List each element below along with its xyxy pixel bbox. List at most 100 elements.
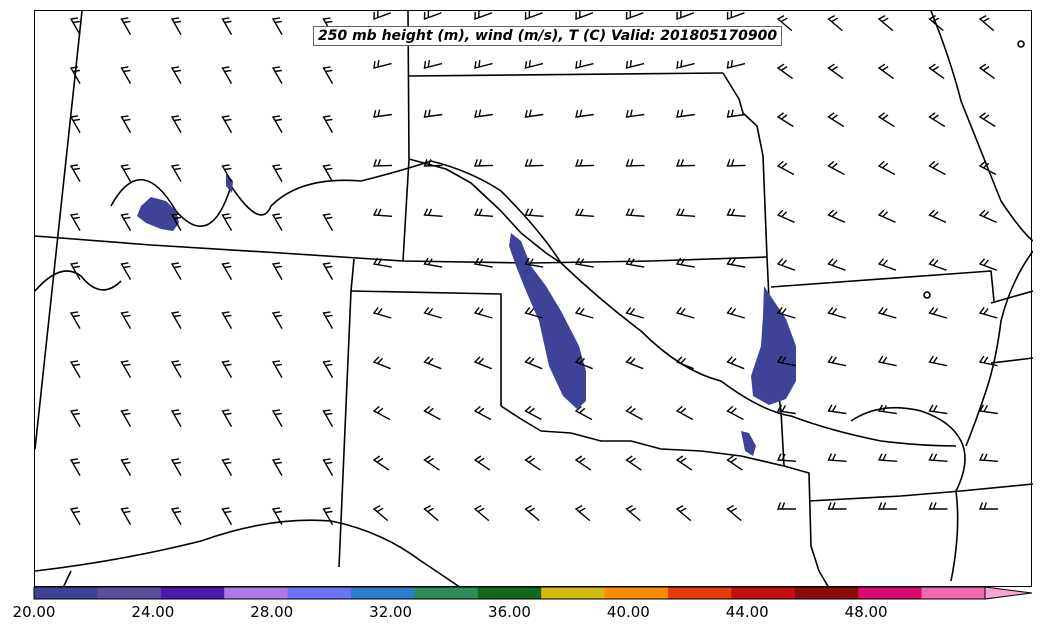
wind-barb	[221, 311, 233, 329]
wind-barb	[372, 455, 390, 471]
wind-barb	[575, 159, 595, 167]
wind-barb	[322, 164, 334, 182]
wind-barb	[524, 109, 544, 118]
map-canvas	[35, 11, 1033, 588]
wind-barb	[675, 504, 692, 522]
wind-barb	[271, 164, 283, 182]
temp-blob	[751, 286, 796, 405]
wind-barb	[69, 66, 81, 84]
wind-barb	[271, 507, 283, 525]
wind-barb	[271, 458, 283, 476]
wind-barb	[827, 404, 847, 415]
wind-barb	[473, 504, 490, 522]
wind-barb	[574, 257, 594, 268]
border-line	[402, 11, 410, 262]
wind-barb	[928, 355, 948, 367]
colorbar-tick-label: 48.00	[844, 603, 888, 621]
wind-barb	[221, 262, 233, 280]
wind-barb	[928, 404, 948, 415]
wind-barb	[423, 257, 443, 268]
wind-barb	[877, 502, 897, 510]
wind-barb	[574, 208, 595, 217]
wind-barb	[827, 355, 847, 367]
wind-barb	[372, 504, 389, 522]
wind-barb	[928, 502, 948, 510]
wind-barb	[322, 262, 334, 280]
wind-barb	[69, 409, 81, 427]
wind-barb	[524, 60, 544, 69]
wind-barb	[423, 208, 443, 217]
wind-barb	[69, 262, 81, 280]
wind-barb	[676, 159, 696, 167]
wind-barb	[978, 453, 999, 462]
wind-barb	[676, 109, 695, 118]
wind-barb	[877, 63, 895, 80]
wind-barb	[170, 262, 182, 280]
border-line	[408, 72, 724, 77]
wind-barb	[978, 258, 998, 271]
wind-barb	[221, 164, 233, 182]
wind-barb	[524, 306, 543, 319]
wind-barb	[675, 208, 696, 217]
wind-barb	[675, 356, 694, 370]
border-line	[783, 465, 830, 588]
wind-barb	[423, 11, 442, 21]
wind-barb	[474, 159, 494, 167]
wind-barb	[675, 257, 695, 268]
wind-barb	[120, 262, 132, 280]
wind-barb	[373, 159, 393, 167]
wind-barb	[69, 458, 81, 476]
wind-barb	[423, 109, 443, 118]
wind-barb	[524, 159, 544, 167]
wind-barb	[372, 405, 391, 421]
wind-barb	[69, 213, 81, 231]
colorbar-segment	[858, 587, 923, 599]
wind-barb	[120, 164, 132, 182]
wind-barb	[575, 60, 594, 69]
wind-barb	[120, 66, 132, 84]
wind-barb	[271, 262, 283, 280]
wind-barb	[877, 14, 894, 32]
wind-barb	[221, 213, 233, 231]
border-line	[35, 11, 83, 450]
colorbar-tick-label: 28.00	[250, 603, 294, 621]
colorbar-tick-label: 32.00	[369, 603, 413, 621]
map-panel: 250 mb height (m), wind (m/s), T (C) Val…	[34, 10, 1033, 588]
wind-barb	[776, 502, 796, 510]
wind-barb	[676, 60, 695, 69]
lake-marker	[1017, 40, 1025, 48]
wind-barb	[827, 160, 845, 176]
wind-barb	[726, 11, 745, 21]
colorbar-segment	[921, 587, 986, 599]
wind-barb	[423, 159, 443, 167]
wind-barb	[322, 115, 334, 133]
wind-barb	[271, 115, 283, 133]
wind-barb	[827, 306, 846, 319]
border-line	[350, 290, 502, 406]
wind-barb	[524, 208, 544, 217]
wind-barb	[928, 112, 946, 128]
wind-barb	[322, 311, 334, 329]
wind-barb	[877, 160, 896, 176]
wind-barb	[978, 112, 996, 128]
colorbar-segment	[541, 587, 606, 599]
wind-barb	[373, 60, 392, 69]
wind-barb	[776, 160, 795, 176]
river-line	[35, 519, 462, 588]
colorbar-segment	[731, 587, 796, 599]
border-line	[808, 483, 1033, 502]
wind-barb	[221, 17, 233, 35]
wind-barb	[726, 455, 743, 471]
wind-barb	[170, 409, 182, 427]
temp-blob	[137, 197, 179, 231]
wind-barb	[524, 455, 541, 471]
wind-barb	[473, 257, 493, 268]
colorbar-segment	[414, 587, 479, 599]
wind-barb	[776, 63, 794, 80]
wind-barb	[423, 504, 439, 522]
wind-barb	[120, 360, 132, 378]
colorbar-segment	[477, 587, 542, 599]
wind-barb	[423, 455, 440, 471]
wind-barb	[170, 311, 182, 329]
wind-barb	[170, 507, 182, 525]
